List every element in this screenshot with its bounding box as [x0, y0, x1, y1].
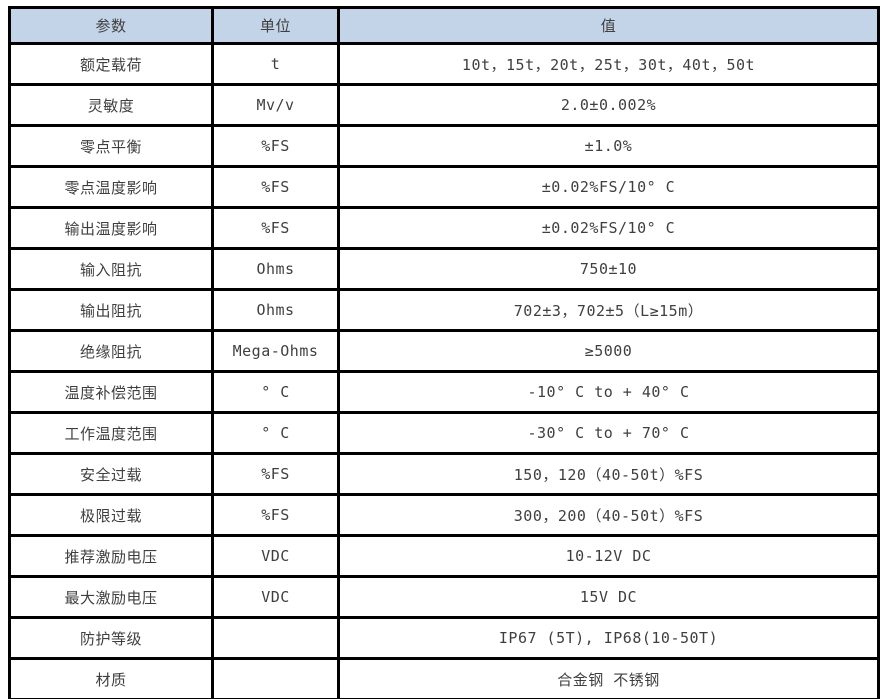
- cell-param: 额定载荷: [8, 42, 214, 86]
- cell-param: 极限过载: [8, 493, 214, 537]
- cell-unit: %FS: [211, 452, 340, 496]
- table-row: 极限过载 %FS 300，200（40-50t）%FS: [8, 493, 880, 537]
- cell-value: ≥5000: [337, 329, 880, 373]
- cell-value: ±0.02%FS/10° C: [337, 165, 880, 209]
- header-row: 参数 单位 值: [8, 6, 880, 45]
- cell-value: 合金钢 不锈钢: [337, 657, 880, 699]
- header-cell-unit: 单位: [211, 6, 340, 45]
- table-row: 绝缘阻抗 Mega-Ohms ≥5000: [8, 329, 880, 373]
- cell-unit: VDC: [211, 534, 340, 578]
- cell-value: 300，200（40-50t）%FS: [337, 493, 880, 537]
- cell-value: 15V DC: [337, 575, 880, 619]
- cell-value: IP67 (5T), IP68(10-50T): [337, 616, 880, 660]
- cell-value: 702±3，702±5（L≥15m）: [337, 288, 880, 332]
- cell-param: 输入阻抗: [8, 247, 214, 291]
- table-row: 防护等级 IP67 (5T), IP68(10-50T): [8, 616, 880, 660]
- cell-unit: [211, 657, 340, 699]
- cell-value: ±1.0%: [337, 124, 880, 168]
- cell-param: 防护等级: [8, 616, 214, 660]
- cell-unit: Mv/v: [211, 83, 340, 127]
- cell-param: 零点温度影响: [8, 165, 214, 209]
- cell-param: 温度补偿范围: [8, 370, 214, 414]
- cell-param: 最大激励电压: [8, 575, 214, 619]
- cell-unit: ° C: [211, 370, 340, 414]
- cell-value: -30° C to + 70° C: [337, 411, 880, 455]
- table-row: 输入阻抗 Ohms 750±10: [8, 247, 880, 291]
- table-row: 输出阻抗 Ohms 702±3，702±5（L≥15m）: [8, 288, 880, 332]
- cell-param: 零点平衡: [8, 124, 214, 168]
- table-row: 输出温度影响 %FS ±0.02%FS/10° C: [8, 206, 880, 250]
- cell-unit: %FS: [211, 206, 340, 250]
- cell-param: 绝缘阻抗: [8, 329, 214, 373]
- cell-unit: Mega-Ohms: [211, 329, 340, 373]
- table-row: 推荐激励电压 VDC 10-12V DC: [8, 534, 880, 578]
- table-row: 安全过载 %FS 150，120（40-50t）%FS: [8, 452, 880, 496]
- table-row: 额定载荷 t 10t，15t，20t，25t，30t，40t，50t: [8, 42, 880, 86]
- cell-param: 推荐激励电压: [8, 534, 214, 578]
- table-row: 材质 合金钢 不锈钢: [8, 657, 880, 699]
- cell-value: 10t，15t，20t，25t，30t，40t，50t: [337, 42, 880, 86]
- spec-table-body: 额定载荷 t 10t，15t，20t，25t，30t，40t，50t 灵敏度 Mv/v 2…: [8, 42, 880, 699]
- table-row: 零点温度影响 %FS ±0.02%FS/10° C: [8, 165, 880, 209]
- cell-unit: VDC: [211, 575, 340, 619]
- cell-value: 10-12V DC: [337, 534, 880, 578]
- cell-value: ±0.02%FS/10° C: [337, 206, 880, 250]
- cell-unit: Ohms: [211, 247, 340, 291]
- cell-value: -10° C to + 40° C: [337, 370, 880, 414]
- cell-unit: %FS: [211, 493, 340, 537]
- cell-unit: %FS: [211, 124, 340, 168]
- spec-table: 参数 单位 值 额定载荷 t 10t，15t，20t，25t，30t，40t，50t…: [8, 6, 880, 699]
- cell-param: 材质: [8, 657, 214, 699]
- table-row: 灵敏度 Mv/v 2.0±0.002%: [8, 83, 880, 127]
- header-cell-param: 参数: [8, 6, 214, 45]
- cell-unit: ° C: [211, 411, 340, 455]
- cell-param: 输出阻抗: [8, 288, 214, 332]
- header-cell-value: 值: [337, 6, 880, 45]
- cell-value: 2.0±0.002%: [337, 83, 880, 127]
- table-row: 零点平衡 %FS ±1.0%: [8, 124, 880, 168]
- cell-unit: %FS: [211, 165, 340, 209]
- cell-param: 灵敏度: [8, 83, 214, 127]
- cell-value: 150，120（40-50t）%FS: [337, 452, 880, 496]
- cell-unit: Ohms: [211, 288, 340, 332]
- cell-unit: [211, 616, 340, 660]
- table-row: 工作温度范围 ° C -30° C to + 70° C: [8, 411, 880, 455]
- cell-value: 750±10: [337, 247, 880, 291]
- cell-param: 工作温度范围: [8, 411, 214, 455]
- table-row: 温度补偿范围 ° C -10° C to + 40° C: [8, 370, 880, 414]
- table-row: 最大激励电压 VDC 15V DC: [8, 575, 880, 619]
- cell-param: 输出温度影响: [8, 206, 214, 250]
- cell-unit: t: [211, 42, 340, 86]
- cell-param: 安全过载: [8, 452, 214, 496]
- spec-table-head: 参数 单位 值: [8, 6, 880, 45]
